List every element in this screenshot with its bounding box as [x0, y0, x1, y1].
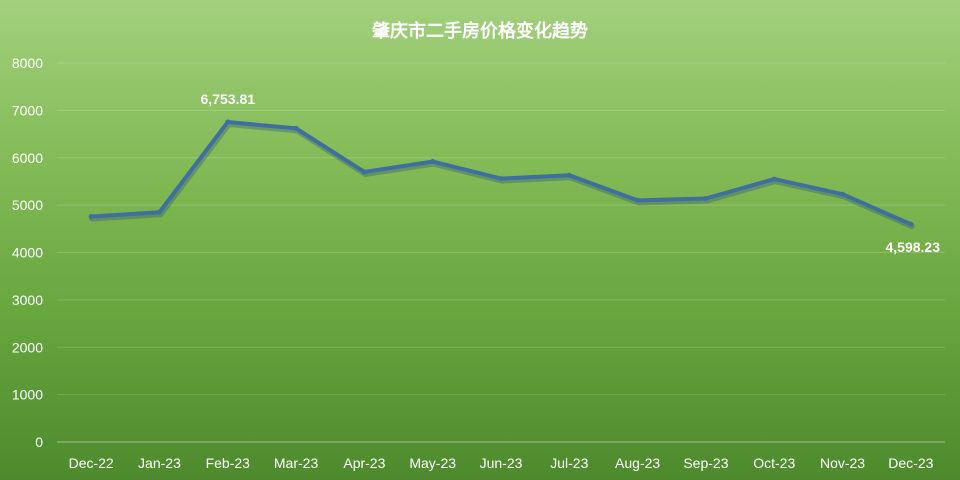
- x-tick-label: Sep-23: [683, 455, 728, 471]
- x-tick-label: Jul-23: [550, 455, 588, 471]
- x-tick-label: Jan-23: [138, 455, 181, 471]
- data-point: [771, 176, 777, 182]
- y-tick-label: 0: [35, 434, 43, 450]
- y-tick-label: 4000: [12, 245, 43, 261]
- data-point: [430, 159, 436, 165]
- y-tick-label: 1000: [12, 387, 43, 403]
- x-tick-label: Feb-23: [206, 455, 251, 471]
- data-point: [635, 197, 641, 203]
- data-point: [703, 195, 709, 201]
- data-point: [225, 119, 231, 125]
- y-tick-label: 2000: [12, 339, 43, 355]
- x-tick-label: Aug-23: [615, 455, 660, 471]
- x-axis: Dec-22 Jan-23 Feb-23 Mar-23 Apr-23 May-23 Jun-…: [69, 455, 934, 471]
- data-point: [88, 213, 94, 219]
- data-point: [156, 209, 162, 215]
- data-point: [361, 169, 367, 175]
- y-tick-label: 6000: [12, 150, 43, 166]
- data-point: [293, 125, 299, 131]
- data-label: 6,753.81: [201, 91, 256, 107]
- data-labels: 6,753.81 4,598.23: [201, 91, 941, 255]
- data-point: [908, 221, 914, 227]
- x-tick-label: Jun-23: [480, 455, 523, 471]
- data-point: [498, 176, 504, 182]
- chart-title: 肇庆市二手房价格变化趋势: [371, 20, 588, 42]
- x-tick-label: Apr-23: [343, 455, 385, 471]
- series-line-0: [89, 120, 913, 227]
- x-tick-label: Nov-23: [820, 455, 865, 471]
- x-tick-label: Oct-23: [753, 455, 795, 471]
- x-tick-label: Mar-23: [274, 455, 319, 471]
- x-tick-label: Dec-22: [69, 455, 114, 471]
- y-tick-label: 8000: [12, 55, 43, 71]
- data-point: [840, 191, 846, 197]
- data-point: [566, 172, 572, 178]
- y-axis: 0 1000 2000 3000 4000 5000 6000 7000 8000: [12, 55, 43, 450]
- series: [88, 119, 915, 230]
- y-tick-label: 5000: [12, 197, 43, 213]
- data-label: 4,598.23: [886, 239, 941, 255]
- y-tick-label: 7000: [12, 102, 43, 118]
- grid: [57, 62, 945, 443]
- x-tick-label: Dec-23: [888, 455, 933, 471]
- x-tick-label: May-23: [409, 455, 456, 471]
- y-tick-label: 3000: [12, 292, 43, 308]
